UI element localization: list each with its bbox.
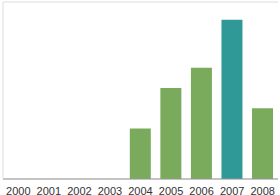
svg-text:2003: 2003 [98,185,122,195]
svg-text:2004: 2004 [128,185,152,195]
svg-text:2008: 2008 [250,185,272,195]
svg-text:2002: 2002 [67,185,91,195]
svg-text:2000: 2000 [8,185,31,195]
svg-text:2005: 2005 [159,185,183,195]
svg-text:2007: 2007 [220,185,244,195]
svg-text:2001: 2001 [37,185,61,195]
svg-text:2006: 2006 [189,185,213,195]
